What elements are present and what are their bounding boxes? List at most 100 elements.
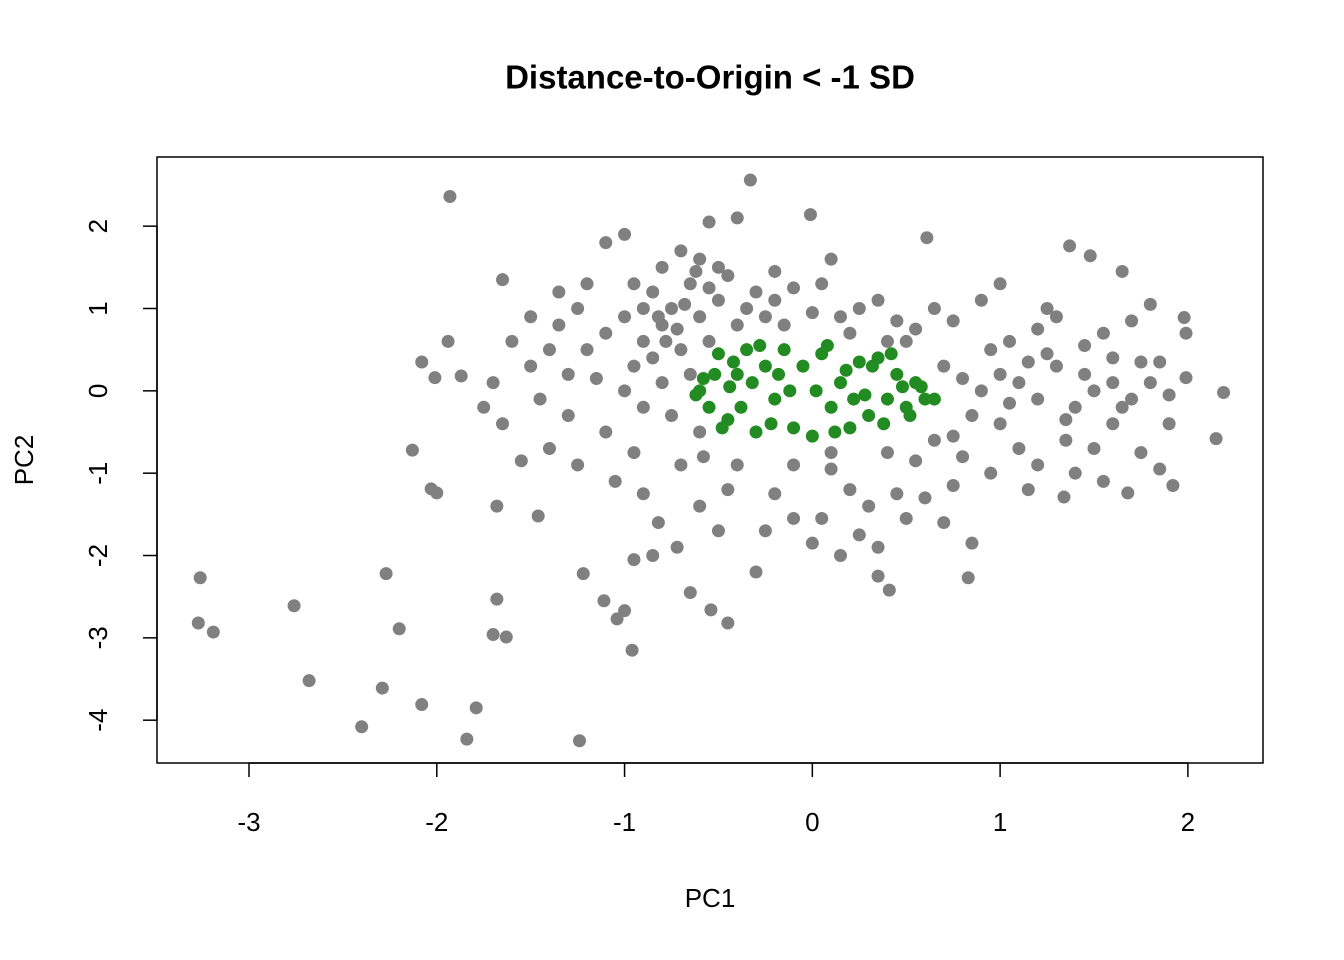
point [787,281,801,295]
point [871,540,885,554]
point [749,285,763,299]
x-tick-label: -2 [425,807,448,837]
point [730,367,744,381]
point [486,628,500,642]
point [961,571,975,585]
point [392,622,406,636]
point [1096,474,1110,488]
point [627,359,641,373]
point [542,441,556,455]
point [1179,371,1193,385]
point [302,674,316,688]
point [918,491,932,505]
point [1209,432,1223,446]
point [599,236,613,250]
point [1068,466,1082,480]
point [723,380,737,394]
point [914,380,928,394]
point [974,293,988,307]
point [749,565,763,579]
point [843,326,857,340]
point [946,314,960,328]
point [693,310,707,324]
y-tick-label: -4 [83,709,113,732]
point [880,392,894,406]
point [882,583,896,597]
point [496,273,510,287]
point [884,347,898,361]
point [460,732,474,746]
x-tick-label: 2 [1181,807,1195,837]
point [696,450,710,464]
point [890,367,904,381]
point [552,318,566,332]
point [379,567,393,581]
point [843,483,857,497]
point [895,380,909,394]
point [758,359,772,373]
point [496,417,510,431]
y-axis-label: PC2 [9,435,39,486]
point [880,446,894,460]
point [702,334,716,348]
point [862,409,876,423]
point [608,474,622,488]
point [730,458,744,472]
point [927,433,941,447]
point [618,604,632,618]
point [777,343,791,357]
point [852,302,866,315]
point [834,310,848,324]
y-tick-label: 1 [83,301,113,315]
point [499,630,513,644]
point [1083,249,1097,263]
point [490,592,504,606]
point [1057,490,1071,504]
point [355,720,369,734]
point [974,384,988,398]
point [721,616,735,630]
point [576,567,590,581]
point [740,302,754,315]
point [918,392,932,406]
y-tick-label: -1 [83,462,113,485]
point [191,616,205,630]
point [552,285,566,299]
point [743,173,757,187]
y-tick-label: 0 [83,384,113,398]
plot-frame [156,156,1264,764]
point [542,343,556,357]
point [580,277,594,291]
point [1087,441,1101,455]
point [683,586,697,600]
point [834,549,848,563]
point [646,351,660,365]
point [655,376,669,390]
point [1059,413,1073,427]
point [805,306,819,320]
point [618,384,632,398]
point [454,369,468,383]
point [903,409,917,423]
point [486,376,500,390]
point [405,443,419,457]
chart-title: Distance-to-Origin < -1 SD [505,59,915,96]
point [524,310,538,324]
point [1134,355,1148,369]
point [899,511,913,525]
point [610,612,624,626]
point [625,643,639,657]
point [571,302,585,315]
point [1115,264,1129,278]
point [820,339,834,353]
point [711,293,725,307]
point [768,392,782,406]
point [852,355,866,369]
point [1115,400,1129,414]
point [1049,310,1063,324]
point [871,293,885,307]
point [1134,446,1148,460]
point [193,571,207,585]
point [702,400,716,414]
point [627,277,641,291]
